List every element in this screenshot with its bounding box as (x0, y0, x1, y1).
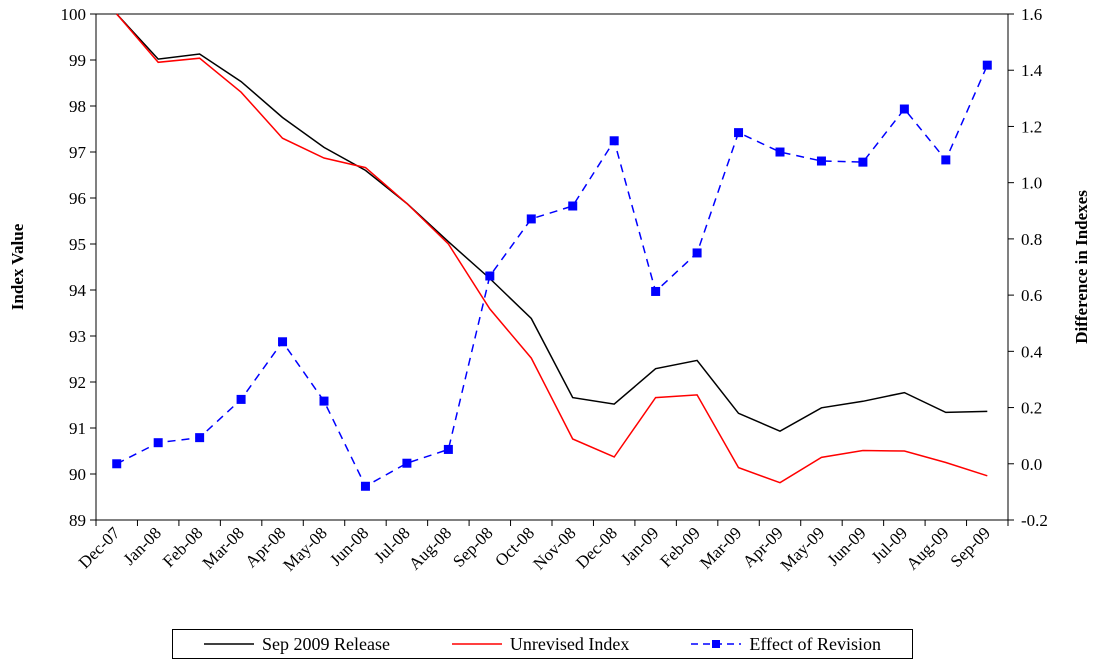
data-point-marker (941, 155, 951, 165)
left-axis-tick-label: 93 (69, 327, 86, 346)
x-axis-tick-label: Feb-08 (159, 523, 206, 570)
x-axis-tick-label: Dec-07 (75, 523, 124, 572)
right-axis-tick-label: 0.0 (1021, 455, 1042, 474)
legend-swatch-black-line (203, 643, 254, 645)
left-axis-tick-label: 95 (69, 235, 86, 254)
legend-item-sep-2009-release: Sep 2009 Release (203, 633, 390, 655)
x-axis-tick-label: Sep-09 (947, 523, 994, 570)
left-axis-tick-label: 90 (69, 465, 86, 484)
x-axis-tick-label: Sep-08 (449, 523, 496, 570)
legend-item-unrevised-index: Unrevised Index (451, 633, 630, 655)
x-axis-tick-label: May-08 (279, 523, 330, 574)
x-axis-tick-label: Jan-08 (120, 523, 165, 568)
right-axis: -0.2 0.0 0.2 0.4 0.6 0.8 1.0 1.2 1.4 1.6 (1008, 5, 1048, 530)
data-point-marker (485, 271, 495, 281)
left-axis-tick-label: 94 (69, 281, 87, 300)
data-point-marker (609, 136, 619, 146)
x-axis-tick-label: Jan-09 (617, 523, 662, 568)
x-axis-tick-label: Feb-09 (656, 523, 703, 570)
plot-area (95, 13, 1009, 521)
left-axis-tick-label: 96 (69, 189, 86, 208)
x-axis-tick-label: Aug-08 (405, 523, 455, 573)
x-axis-tick-label: Jun-09 (824, 523, 870, 569)
legend-item-effect-of-revision: Effect of Revision (691, 634, 881, 655)
data-point-marker (195, 433, 205, 443)
legend-label: Unrevised Index (509, 633, 630, 654)
right-axis-tick-label: 1.0 (1021, 174, 1042, 193)
data-point-marker (692, 248, 702, 258)
data-point-marker (360, 481, 370, 491)
left-axis-tick-label: 98 (69, 97, 86, 116)
x-axis-tick-label: Nov-08 (529, 523, 579, 573)
right-axis-tick-label: 0.6 (1021, 286, 1042, 305)
data-point-marker (319, 396, 329, 406)
right-axis-tick-label: 0.8 (1021, 230, 1042, 249)
data-point-marker (278, 337, 288, 347)
series-line-sep-2009-release (116, 13, 988, 433)
data-point-marker (568, 201, 578, 211)
left-axis-title: Index Value (8, 223, 27, 310)
x-axis: Dec-07Jan-08Feb-08Mar-08Apr-08May-08Jun-… (75, 520, 1009, 575)
data-point-marker (402, 458, 412, 468)
data-point-marker (982, 60, 992, 70)
x-axis-tick-label: Aug-09 (902, 523, 952, 573)
right-axis-tick-label: 1.4 (1021, 61, 1043, 80)
data-point-marker (153, 438, 163, 448)
right-axis-tick-label: 0.4 (1021, 342, 1043, 361)
left-axis: 89 90 91 92 93 94 95 96 97 98 99 100 (61, 5, 96, 530)
data-point-marker (858, 157, 868, 167)
right-axis-title: Difference in Indexes (1072, 190, 1091, 344)
x-axis-tick-label: May-09 (777, 523, 828, 574)
x-axis-tick-label: Dec-08 (572, 523, 621, 572)
right-axis-tick-label: 1.2 (1021, 117, 1042, 136)
legend: Sep 2009 Release Unrevised Index Effect … (172, 629, 913, 659)
right-axis-tick-label: 0.2 (1021, 399, 1042, 418)
x-axis-tick-label: Mar-09 (696, 523, 745, 572)
data-point-marker (526, 214, 536, 224)
data-point-marker (112, 459, 122, 469)
data-point-marker (734, 128, 744, 138)
data-point-marker (899, 104, 909, 114)
left-axis-tick-label: 97 (69, 143, 87, 162)
data-point-marker (651, 286, 661, 296)
x-axis-tick-label: Mar-08 (199, 523, 248, 572)
right-axis-tick-label: 1.6 (1021, 5, 1042, 24)
right-axis-tick-label: -0.2 (1021, 511, 1048, 530)
x-axis-tick-label: Jun-08 (326, 523, 372, 569)
left-axis-tick-label: 91 (69, 419, 86, 438)
series-layer (112, 13, 992, 491)
left-axis-tick-label: 92 (69, 373, 86, 392)
data-point-marker (443, 444, 453, 454)
left-axis-tick-label: 100 (61, 5, 87, 24)
legend-label: Effect of Revision (749, 633, 881, 654)
data-point-marker (775, 147, 785, 157)
legend-swatch-red-line (451, 643, 502, 645)
data-point-marker (236, 394, 246, 404)
data-point-marker (816, 156, 826, 166)
legend-label: Sep 2009 Release (261, 633, 390, 654)
left-axis-tick-label: 99 (69, 51, 86, 70)
series-line-unrevised-index (116, 13, 988, 484)
left-axis-tick-label: 89 (69, 511, 86, 530)
legend-swatch-blue-dashed-line (691, 640, 742, 648)
series-line-effect-of-revision (116, 64, 988, 488)
